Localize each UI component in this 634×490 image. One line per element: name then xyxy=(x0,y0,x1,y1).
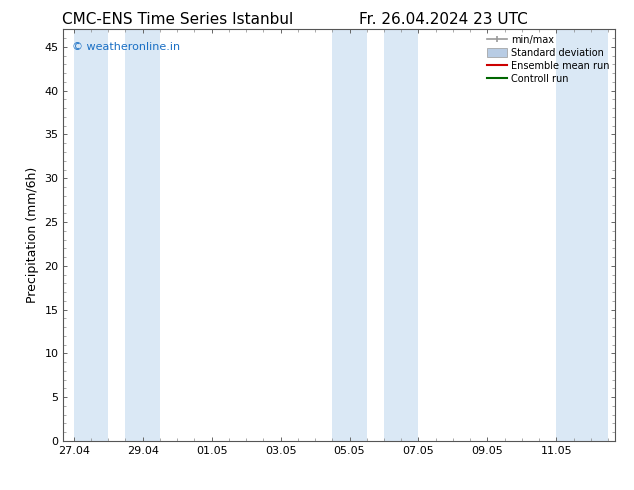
Bar xyxy=(126,29,160,441)
Bar xyxy=(332,29,366,441)
Text: © weatheronline.in: © weatheronline.in xyxy=(72,42,180,52)
Text: CMC-ENS Time Series Istanbul: CMC-ENS Time Series Istanbul xyxy=(62,12,293,27)
Bar xyxy=(557,29,608,441)
Bar xyxy=(74,29,108,441)
Legend: min/max, Standard deviation, Ensemble mean run, Controll run: min/max, Standard deviation, Ensemble me… xyxy=(484,32,612,87)
Y-axis label: Precipitation (mm/6h): Precipitation (mm/6h) xyxy=(26,167,39,303)
Text: Fr. 26.04.2024 23 UTC: Fr. 26.04.2024 23 UTC xyxy=(359,12,528,27)
Bar xyxy=(384,29,418,441)
